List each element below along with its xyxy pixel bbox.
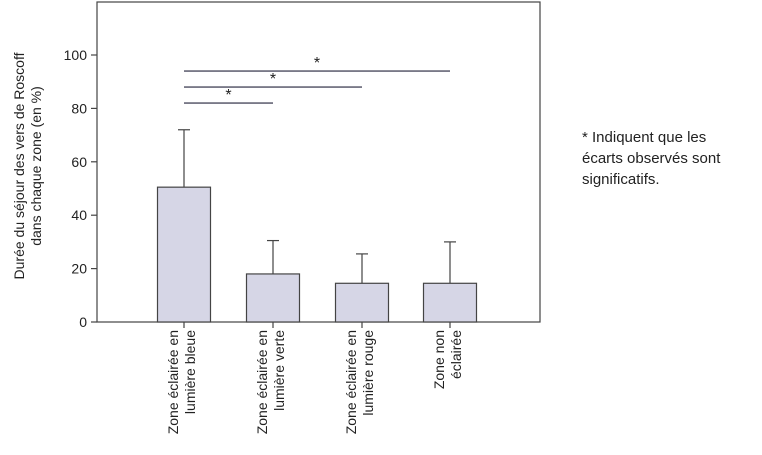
y-tick-label-60: 60 xyxy=(71,154,87,170)
y-tick-label-100: 100 xyxy=(64,47,88,63)
category-label-4-line-2: éclairée xyxy=(448,330,464,379)
y-axis-label-line-2: dans chaque zone (en %) xyxy=(28,86,44,246)
category-label-3-line-1: Zone éclairée en xyxy=(343,330,359,434)
significance-star-3: * xyxy=(314,55,320,72)
y-tick-label-20: 20 xyxy=(71,261,87,277)
bar-1 xyxy=(156,186,212,323)
category-label-1-line-1: Zone éclairée en xyxy=(165,330,181,434)
y-tick-label-0: 0 xyxy=(79,314,87,330)
bar-3 xyxy=(334,282,390,323)
category-label-2-line-1: Zone éclairée en xyxy=(254,330,270,434)
significance-note-line-2: écarts observés sont xyxy=(582,150,721,167)
y-axis-label-line-1: Durée du séjour des vers de Roscoff xyxy=(11,52,27,279)
bar-4 xyxy=(422,282,478,323)
category-label-1-line-2: lumière bleue xyxy=(182,330,198,414)
category-label-4-line-1: Zone non xyxy=(431,330,447,389)
y-tick-label-40: 40 xyxy=(71,207,87,223)
category-label-3-line-2: lumière rouge xyxy=(360,330,376,416)
significance-note: * Indiquent que les écarts observés sont… xyxy=(582,127,760,190)
significance-star-2: * xyxy=(270,71,276,88)
significance-note-line-3: significatifs. xyxy=(582,171,660,188)
significance-star-1: * xyxy=(225,87,231,104)
significance-note-line-1: * Indiquent que les xyxy=(582,129,707,146)
bar-2 xyxy=(245,273,301,323)
category-label-2-line-2: lumière verte xyxy=(271,330,287,411)
y-tick-label-80: 80 xyxy=(71,100,87,116)
